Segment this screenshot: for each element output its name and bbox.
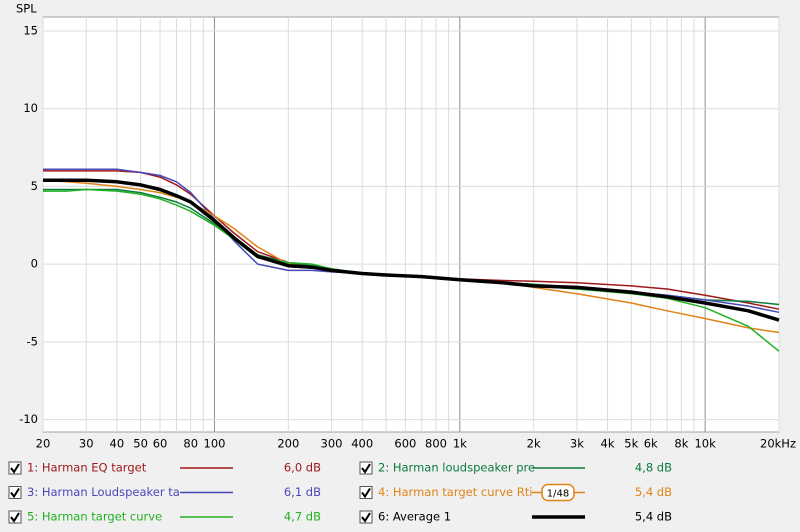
x-tick-label: 30 [79, 437, 94, 451]
legend-value: 6,1 dB [284, 485, 321, 499]
legend-item: 6: Average 1 5,4 dB [359, 510, 672, 524]
x-tick-label: 400 [351, 437, 373, 451]
x-tick-label: 10k [694, 437, 716, 451]
x-tick-label: 1k [453, 437, 467, 451]
checkmark [10, 512, 20, 523]
x-tick-label: 4k [601, 437, 615, 451]
series-line [43, 178, 780, 322]
x-tick-label: 200 [277, 437, 299, 451]
x-tick-label: 100 [204, 437, 226, 451]
legend-label: 3: Harman Loudspeaker ta [27, 485, 180, 499]
x-tick-label: 80 [183, 437, 198, 451]
legend-label: 6: Average 1 [378, 510, 451, 524]
grid [42, 17, 780, 432]
legend-value: 4,7 dB [284, 510, 321, 524]
legend-item: 3: Harman Loudspeaker ta 6,1 dB [8, 485, 321, 499]
x-tick-label: 300 [321, 437, 343, 451]
legend-item: 2: Harman loudspeaker pre 4,8 dB [359, 461, 672, 475]
x-tick-label: 800 [425, 437, 447, 451]
y-tick-label: 15 [23, 23, 38, 37]
legend-label: 1: Harman EQ target [27, 461, 147, 475]
checkmark [361, 463, 371, 474]
y-axis-label: SPL [16, 2, 37, 16]
plot-area [42, 16, 780, 433]
legend-item: 4: Harman target curve Rti 1/48 5,4 dB [359, 483, 672, 502]
legend-value: 6,0 dB [284, 461, 321, 475]
y-tick-label: 10 [23, 101, 38, 115]
legend-label: 4: Harman target curve Rti [378, 485, 532, 499]
x-tick-label: 60 [153, 437, 168, 451]
legend-value: 5,4 dB [635, 485, 672, 499]
x-tick-label: 20 [36, 437, 51, 451]
x-tick-label: 3k [570, 437, 584, 451]
x-tick-label: 50 [133, 437, 148, 451]
smoothing-label: 1/48 [547, 489, 569, 500]
y-tick-label: -10 [19, 412, 38, 426]
x-tick-label: 600 [394, 437, 416, 451]
x-tick-label: 2k [527, 437, 541, 451]
checkmark [361, 512, 371, 523]
smoothing-badge [541, 483, 575, 502]
y-tick-label: -5 [27, 334, 38, 348]
legend-item: 5: Harman target curve 4,7 dB [8, 510, 321, 524]
x-tick-label: 20kHz [760, 437, 796, 451]
x-tick-label: 6k [644, 437, 658, 451]
x-tick-label: 8k [674, 437, 688, 451]
checkmark [10, 463, 20, 474]
checkmark [361, 487, 371, 499]
y-tick-label: 0 [31, 257, 38, 271]
legend-label: 5: Harman target curve [27, 510, 162, 524]
x-tick-label: 5k [624, 437, 638, 451]
legend-item: 1: Harman EQ target 6,0 dB [8, 461, 321, 475]
legend-value: 4,8 dB [635, 461, 672, 475]
y-tick-label: 5 [31, 179, 38, 193]
legend-value: 5,4 dB [635, 510, 672, 524]
x-tick-label: 40 [110, 437, 125, 451]
legend-label: 2: Harman loudspeaker pre [378, 461, 535, 475]
checkmark [10, 487, 20, 499]
